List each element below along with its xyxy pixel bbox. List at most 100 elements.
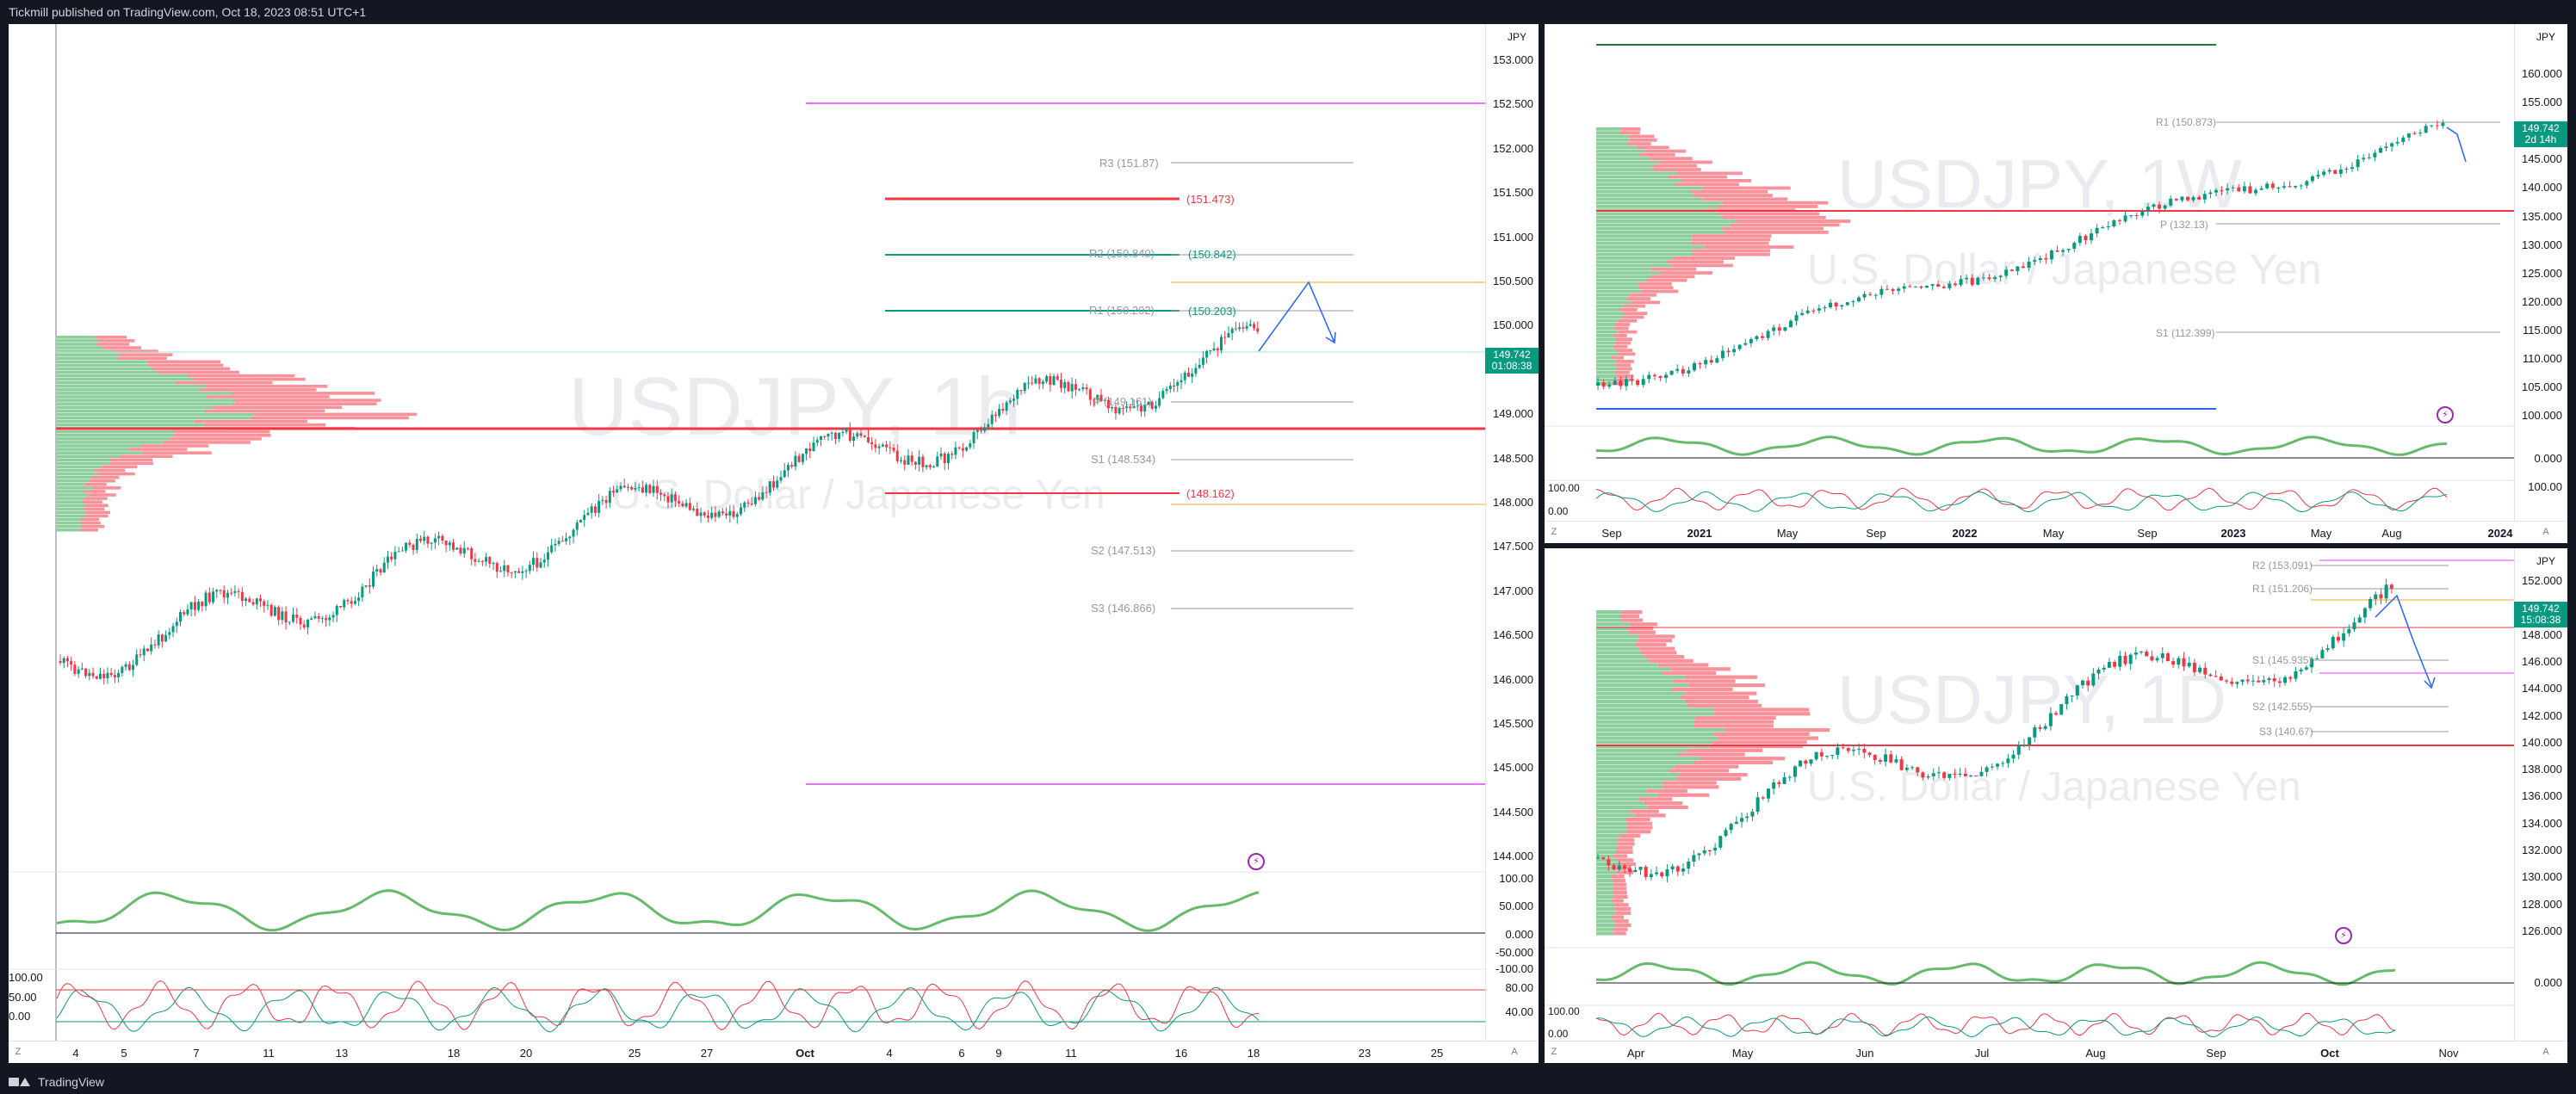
candle-body <box>965 447 969 451</box>
time-axis[interactable]: Apr May Jun Jul Aug Sep Oct Nov <box>1545 1041 2567 1063</box>
brand-name[interactable]: TradingView <box>38 1075 105 1089</box>
candle-body <box>1840 305 1844 307</box>
tradingview-logo-icon[interactable] <box>9 1076 31 1088</box>
candle-body <box>1697 853 1701 856</box>
volume-profile-bar-down <box>121 454 173 458</box>
candle-body <box>1023 382 1026 392</box>
candle-body <box>830 432 833 434</box>
candle-body <box>1085 387 1088 390</box>
zoom-toggle-button[interactable]: Z <box>1551 527 1557 537</box>
candle-body <box>164 634 168 642</box>
volume-profile-bar-up <box>1596 634 1640 639</box>
price-axis[interactable]: JPY 152.000150.000148.000146.000144.0001… <box>2514 548 2567 1063</box>
time-axis[interactable]: Sep 2021 May Sep 2022 May Sep 2023 May Aug 2024 <box>1545 521 2567 543</box>
candle-body <box>1675 368 1680 371</box>
price-tick: 160.000 <box>2522 67 2562 80</box>
auto-scale-button[interactable]: A <box>2542 1047 2549 1057</box>
candle-body <box>346 600 350 602</box>
time-tick: Jun <box>1855 1047 1874 1060</box>
flash-icon[interactable]: ⚡ <box>2335 927 2352 944</box>
candle-body <box>1867 752 1872 756</box>
candle-body <box>2152 204 2156 207</box>
volume-profile-bar-up <box>1596 618 1622 622</box>
candle-body <box>99 673 102 679</box>
volume-profile-bar-up <box>1596 312 1625 316</box>
volume-profile-bar-up <box>57 465 102 469</box>
stoch-d <box>1595 1016 2396 1038</box>
zoom-toggle-button[interactable]: Z <box>1551 1047 1557 1057</box>
candle-body <box>1761 336 1765 338</box>
volume-profile-bar-down <box>1692 249 1771 253</box>
candle-body <box>1942 772 1947 778</box>
candle-body <box>1227 333 1230 338</box>
candle-body <box>895 450 899 461</box>
volume-profile-bar-up <box>57 514 85 518</box>
volume-profile-bar-down <box>1620 833 1641 838</box>
candle-body <box>1644 867 1648 878</box>
candle-body <box>1613 380 1617 386</box>
chart-canvas-1w[interactable] <box>1545 24 2567 543</box>
volume-profile-bar-up <box>57 388 200 392</box>
chart-panel-1h[interactable]: USDJPY, 1h U.S. Dollar / Japanese Yen R3… <box>9 24 1539 1063</box>
volume-profile-bar-up <box>1596 370 1615 374</box>
volume-profile-bar-down <box>1685 699 1758 704</box>
volume-profile-bar-up <box>57 458 110 462</box>
price-tick: 125.000 <box>2522 266 2562 280</box>
volume-profile-bar-up <box>57 419 195 423</box>
candle-body <box>601 499 604 502</box>
candle-body <box>2379 594 2383 599</box>
candle-body <box>907 455 910 465</box>
volume-profile-bar-down <box>1736 219 1851 223</box>
candle-body <box>1959 279 1963 286</box>
candle-body <box>1154 405 1157 409</box>
flash-icon[interactable]: ⚡ <box>1248 853 1265 870</box>
auto-scale-button[interactable]: A <box>1511 1047 1518 1057</box>
candle-body <box>1070 384 1074 392</box>
price-axis[interactable]: JPY 160.000155.000150.000145.000140.0001… <box>2514 24 2567 543</box>
volume-profile-bar-down <box>80 521 101 525</box>
candle-body <box>331 615 335 618</box>
chart-canvas-1h[interactable] <box>9 24 1539 1063</box>
pivot-r2-label: R2 (153.091) <box>2252 559 2313 572</box>
bar-countdown: 2d 14h <box>2524 133 2557 145</box>
candle-body <box>546 552 549 560</box>
candle-body <box>320 618 324 620</box>
volume-profile-bar-up <box>1596 367 1616 371</box>
indicator-tick: 0.000 <box>2534 452 2562 465</box>
candle-body <box>2123 215 2127 221</box>
upper-red-level-label: (151.473) <box>1186 193 1235 206</box>
candle-body <box>1596 382 1600 386</box>
volume-profile-bar-down <box>169 437 262 441</box>
chart-panel-1d[interactable]: USDJPY, 1D U.S. Dollar / Japanese Yen R2… <box>1545 548 2567 1063</box>
candle-body <box>1878 759 1882 763</box>
candle-body <box>758 497 761 500</box>
flash-icon[interactable]: ⚡ <box>2437 406 2454 423</box>
candle-body <box>492 563 495 565</box>
time-tick: Oct <box>796 1047 814 1060</box>
volume-profile-bar-down <box>1629 138 1657 142</box>
candle-body <box>1607 385 1612 387</box>
candle-body <box>820 436 822 441</box>
candle-body <box>1745 816 1749 819</box>
volume-profile-bar-down <box>1660 271 1712 275</box>
volume-profile-bar-down <box>84 483 107 486</box>
candle-body <box>2044 257 2048 260</box>
volume-profile-bar-up <box>1596 297 1626 300</box>
volume-profile-bar-up <box>1596 245 1706 249</box>
chart-panel-1w[interactable]: USDJPY, 1W U.S. Dollar / Japanese Yen R1… <box>1545 24 2567 543</box>
chart-canvas-1d[interactable] <box>1545 548 2567 1063</box>
candle-body <box>273 607 276 616</box>
price-axis[interactable]: JPY 153.000 152.500 152.000 151.500 151.000 1… <box>1485 24 1539 1063</box>
zoom-toggle-button[interactable]: Z <box>15 1047 22 1057</box>
volume-profile-bar-up <box>1596 720 1694 724</box>
candle-body <box>513 571 517 573</box>
volume-profile-bar-down <box>1613 931 1626 936</box>
pivot-s3-label: S3 (140.67) <box>2259 726 2313 738</box>
volume-profile-bar-up <box>1596 748 1688 752</box>
candle-body <box>2174 198 2178 201</box>
time-axis[interactable]: 4 5 7 11 13 18 20 25 27 Oct 4 6 9 11 16 18 23 25 <box>9 1041 1539 1063</box>
volume-profile-bar-down <box>1628 630 1656 634</box>
candle-body <box>1879 288 1884 295</box>
volume-profile-bar-up <box>1596 691 1685 695</box>
auto-scale-button[interactable]: A <box>2542 527 2549 537</box>
